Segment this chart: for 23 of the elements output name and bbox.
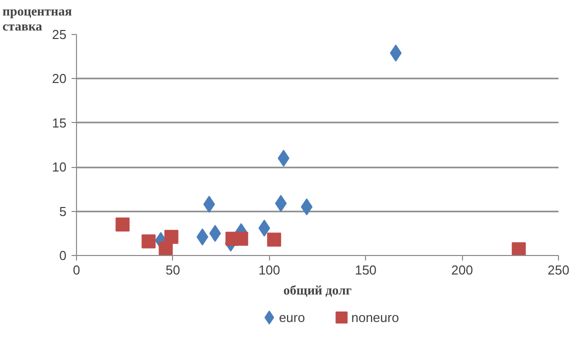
legend-label: euro [278, 310, 305, 325]
x-tick-label: 0 [72, 262, 80, 278]
point [142, 234, 156, 248]
point [390, 44, 402, 62]
point [300, 198, 313, 216]
x-tick-label: 250 [548, 262, 570, 278]
y-tick-label: 10 [52, 160, 67, 175]
y-tick-label: 0 [59, 248, 67, 263]
point [164, 230, 178, 244]
y-tick-label: 5 [59, 204, 67, 219]
x-tick-label: 150 [354, 262, 377, 278]
point [234, 232, 248, 246]
x-axis-title: общий долг [283, 282, 352, 298]
legend-label: noneuro [351, 310, 399, 325]
y-tick-label: 15 [52, 115, 67, 130]
point [267, 232, 282, 247]
point [512, 242, 526, 256]
x-tick-label: 50 [166, 262, 180, 278]
y-tick-label: 20 [52, 71, 67, 86]
x-tick-label: 200 [451, 262, 473, 278]
point [116, 218, 130, 232]
point [258, 220, 270, 237]
x-tick-label: 100 [258, 262, 280, 278]
